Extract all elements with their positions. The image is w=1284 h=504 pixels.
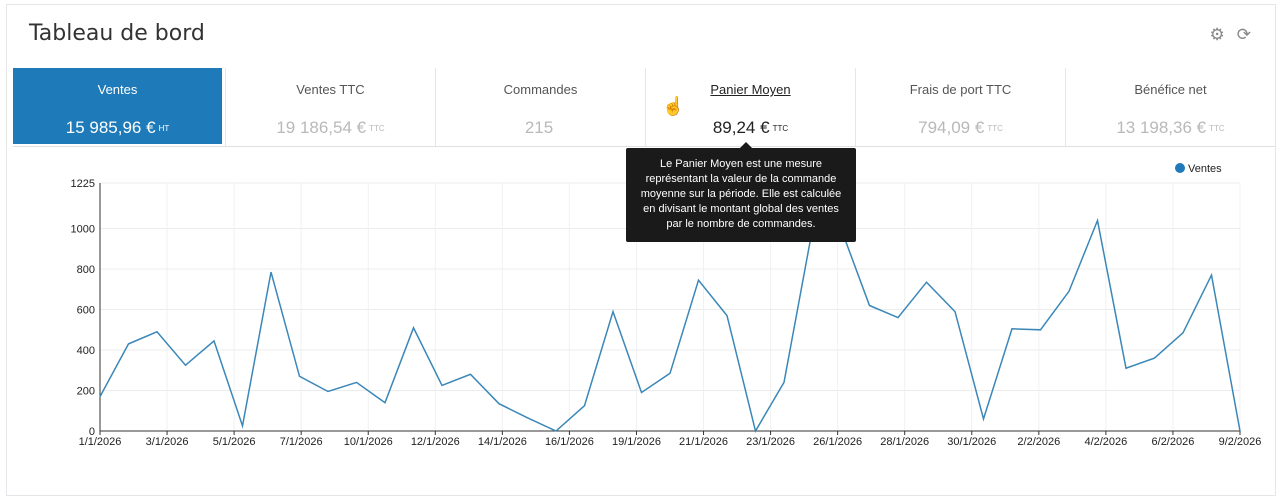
kpi-label: Commandes — [503, 82, 578, 97]
header-tools: ⚙ ⟳ — [1210, 25, 1252, 45]
x-tick-label: 4/2/2026 — [1084, 436, 1127, 448]
x-tick-label: 21/1/2026 — [679, 436, 728, 448]
x-tick-label: 12/1/2026 — [411, 436, 460, 448]
tooltip-line: par le nombre de commandes. — [666, 218, 816, 230]
x-tick-label: 26/1/2026 — [813, 436, 862, 448]
kpi-value: 215 — [524, 118, 554, 137]
x-tick-label: 2/2/2026 — [1017, 436, 1060, 448]
x-tick-label: 3/1/2026 — [146, 436, 189, 448]
refresh-icon[interactable]: ⟳ — [1236, 25, 1251, 44]
kpi-panier-moyen[interactable]: Panier Moyen 89,24 € TTC — [645, 68, 855, 146]
x-tick-label: 16/1/2026 — [545, 436, 594, 448]
x-tick-label: 28/1/2026 — [880, 436, 929, 448]
x-tick-label: 1/1/2026 — [79, 436, 122, 448]
series-line-ventes — [99, 217, 1241, 433]
x-tick-label: 7/1/2026 — [280, 436, 323, 448]
dashboard-panel: Tableau de bord ⚙ ⟳ Ventes 15 985,96 € HT… — [6, 4, 1276, 496]
kpi-ventes[interactable]: Ventes 15 985,96 € HT — [13, 68, 222, 144]
tooltip-line: moyenne sur la période. Elle est calculé… — [640, 188, 842, 200]
tooltip-line: en divisant le montant global des ventes — [643, 203, 839, 215]
x-tick-label: 10/1/2026 — [344, 436, 393, 448]
panier-moyen-tooltip: Le Panier Moyen est une mesure représent… — [626, 142, 856, 242]
kpi-label: Frais de port TTC — [909, 82, 1012, 97]
kpi-label: Panier Moyen — [710, 82, 791, 97]
page-title: Tableau de bord — [29, 21, 205, 46]
tooltip-line: représentant la valeur de la commande — [645, 173, 837, 185]
kpi-label: Ventes — [97, 82, 138, 97]
x-tick-label: 19/1/2026 — [612, 436, 661, 448]
kpi-value: 89,24 € TTC — [712, 118, 789, 137]
legend-marker — [1175, 163, 1185, 173]
x-tick-label: 6/2/2026 — [1152, 436, 1195, 448]
y-tick-label: 1000 — [71, 224, 95, 236]
kpi-label: Bénéfice net — [1134, 82, 1207, 97]
hand-cursor-icon: ☝ — [662, 96, 685, 116]
x-tick-label: 23/1/2026 — [746, 436, 795, 448]
y-tick-label: 400 — [77, 345, 95, 357]
x-tick-label: 5/1/2026 — [213, 436, 256, 448]
x-tick-label: 14/1/2026 — [478, 436, 527, 448]
x-tick-label: 9/2/2026 — [1219, 436, 1262, 448]
kpi-value: 15 985,96 € HT — [65, 118, 170, 137]
kpi-value: 794,09 € TTC — [918, 118, 1003, 137]
kpi-benefice-net[interactable]: Bénéfice net 13 198,36 € TTC — [1065, 68, 1275, 146]
y-tick-label: 600 — [77, 305, 95, 317]
x-tick-label: 30/1/2026 — [947, 436, 996, 448]
kpi-commandes[interactable]: Commandes 215 — [435, 68, 645, 146]
kpi-label: Ventes TTC — [296, 82, 365, 97]
tooltip-line: Le Panier Moyen est une mesure — [659, 158, 823, 170]
kpi-frais-de-port[interactable]: Frais de port TTC 794,09 € TTC — [855, 68, 1065, 146]
kpi-ventes-ttc[interactable]: Ventes TTC 19 186,54 € TTC — [225, 68, 435, 146]
legend-label: Ventes — [1188, 163, 1222, 175]
kpi-tabs: Ventes 15 985,96 € HT Ventes TTC 19 186,5… — [13, 68, 1275, 147]
kpi-value: 13 198,36 € TTC — [1116, 118, 1225, 137]
gear-icon[interactable]: ⚙ — [1209, 25, 1225, 44]
y-tick-label: 0 — [89, 426, 95, 438]
y-tick-label: 200 — [77, 386, 95, 398]
kpi-value: 19 186,54 € TTC — [276, 118, 385, 137]
y-tick-label: 800 — [77, 264, 95, 276]
y-tick-label: 1225 — [71, 178, 95, 190]
